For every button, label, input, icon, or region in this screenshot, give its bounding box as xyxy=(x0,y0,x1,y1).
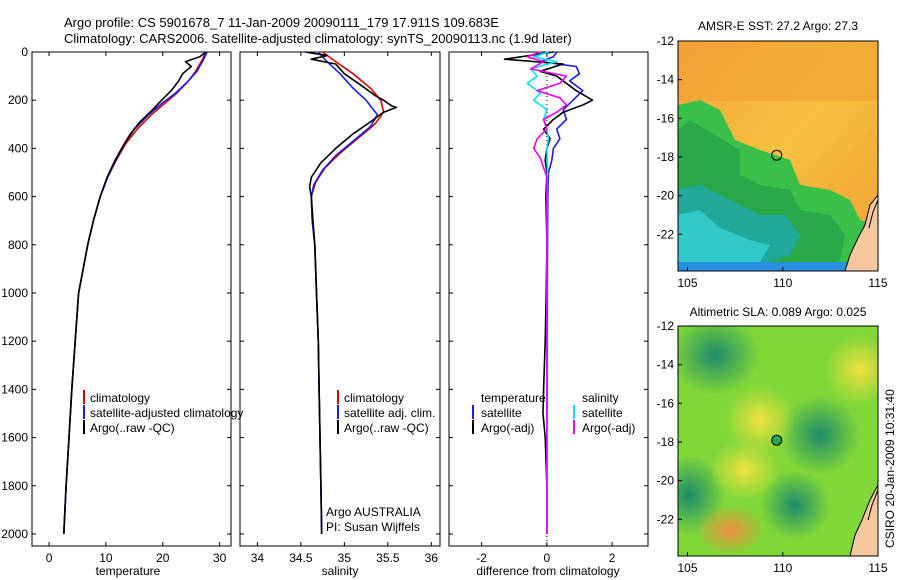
legend-sal-satellite: satellite xyxy=(582,406,623,420)
y-tick-label: -14 xyxy=(657,358,675,372)
y-tick-label: 2000 xyxy=(1,527,28,541)
legend-climatology: climatology xyxy=(344,391,404,405)
y-tick-label: 1200 xyxy=(1,334,28,348)
y-tick-label: 200 xyxy=(8,93,28,107)
sla-map-panel: Altimetric SLA: 0.089 Argo: 0.025 105 110… xyxy=(657,305,888,575)
y-tick-label: 1400 xyxy=(1,382,28,396)
legend-salinity-title: salinity xyxy=(582,391,619,405)
sst-map-image xyxy=(678,41,878,271)
series-line-salinity-argo-adj- xyxy=(526,51,568,534)
sst-map-panel: AMSR-E SST: 27.2 Argo: 27.3 105 110 115 -12… xyxy=(657,19,888,290)
series-line-argo xyxy=(305,51,398,535)
temperature-legend: climatology satellite-adjusted climatolo… xyxy=(83,390,243,435)
sla-map-image xyxy=(678,326,878,556)
y-tick-label: 1600 xyxy=(1,431,28,445)
difference-lines xyxy=(503,51,594,546)
legend-temperature-title: temperature xyxy=(481,391,546,405)
temperature-lines xyxy=(63,51,208,535)
x-tick-label: 30 xyxy=(213,551,227,565)
x-tick-label: 105 xyxy=(678,561,698,575)
x-tick-label: 2 xyxy=(609,551,616,565)
series-line-satellite xyxy=(63,51,208,535)
legend-sal-argo: Argo(-adj) xyxy=(582,421,635,435)
y-tick-label: -12 xyxy=(657,319,675,333)
y-tick-label: 400 xyxy=(8,141,28,155)
y-tick-label: -14 xyxy=(657,73,675,87)
salinity-lines xyxy=(305,51,398,535)
sst-map-ticks: 105 110 115 -12 -14 -16 -18 -20 -22 xyxy=(657,34,888,290)
legend-temp-satellite: satellite xyxy=(481,406,522,420)
title-line-2: Climatology: CARS2006. Satellite-adjuste… xyxy=(64,31,572,46)
y-tick-label: -12 xyxy=(657,34,675,48)
salinity-legend: climatology satellite adj. clim. Argo(..… xyxy=(337,390,435,435)
x-tick-label: 34 xyxy=(251,551,265,565)
x-tick-label: 10 xyxy=(99,551,113,565)
temperature-axes-box xyxy=(31,51,232,547)
temperature-panel: 0 10 20 30 0 200 400 600 800 1000 1200 1400 1600 1800… xyxy=(1,45,243,578)
x-tick-label: 115 xyxy=(868,276,887,290)
y-tick-label: 600 xyxy=(8,190,28,204)
y-tick-label: -16 xyxy=(657,111,675,125)
argo-position-marker xyxy=(771,434,783,446)
series-line-temperature-argo-adj- xyxy=(503,51,594,534)
annotation-pi: PI: Susan Wijffels xyxy=(326,520,420,534)
legend-satellite: satellite adj. clim. xyxy=(344,406,435,420)
x-tick-label: 115 xyxy=(868,561,887,575)
x-tick-label: 110 xyxy=(773,276,792,290)
y-tick-label: -22 xyxy=(657,512,675,526)
argo-position-marker xyxy=(771,149,783,161)
y-tick-label: -18 xyxy=(657,150,675,164)
y-tick-label: 1800 xyxy=(1,479,28,493)
series-line-salinity-satellite xyxy=(526,51,558,534)
x-tick-label: 0 xyxy=(46,551,53,565)
sla-map-title: Altimetric SLA: 0.089 Argo: 0.025 xyxy=(690,305,867,319)
salinity-axes-box xyxy=(239,51,441,547)
x-tick-label: 36 xyxy=(425,551,439,565)
legend-argo: Argo(..raw -QC) xyxy=(90,421,175,435)
temperature-ticks: 0 10 20 30 0 200 400 600 800 1000 1200 1400 1600 1800… xyxy=(1,45,231,565)
x-tick-label: 105 xyxy=(678,276,698,290)
difference-legend: temperature satellite Argo(-adj) salinit… xyxy=(472,391,635,435)
y-tick-label: -20 xyxy=(657,189,675,203)
csiro-timestamp: CSIRO 20-Jan-2009 10:31:40 xyxy=(883,389,897,548)
y-tick-label: -16 xyxy=(657,396,675,410)
sst-map-title: AMSR-E SST: 27.2 Argo: 27.3 xyxy=(698,19,858,33)
sla-map-frame xyxy=(677,325,879,557)
sst-map-frame xyxy=(677,40,879,272)
difference-xlabel: difference from climatology xyxy=(476,564,619,578)
legend-satellite: satellite-adjusted climatology xyxy=(90,406,243,420)
y-tick-label: -20 xyxy=(657,474,675,488)
y-tick-label: 800 xyxy=(8,238,28,252)
y-tick-label: 0 xyxy=(21,45,28,59)
sla-map-ticks: 105 110 115 -12 -14 -16 -18 -20 -22 xyxy=(657,319,888,575)
salinity-xlabel: salinity xyxy=(322,564,359,578)
title-line-1: Argo profile: CS 5901678_7 11-Jan-2009 2… xyxy=(64,15,499,30)
annotation-argo-australia: Argo AUSTRALIA xyxy=(326,505,421,519)
legend-temp-argo: Argo(-adj) xyxy=(481,421,534,435)
salinity-ticks: 34 34.5 35 35.5 36 xyxy=(240,51,440,565)
difference-ticks: -2 0 2 xyxy=(449,51,648,565)
y-tick-label: -22 xyxy=(657,227,675,241)
x-tick-label: 35 xyxy=(338,551,352,565)
x-tick-label: 20 xyxy=(156,551,170,565)
temperature-xlabel: temperature xyxy=(96,564,161,578)
x-tick-label: 0 xyxy=(544,551,551,565)
series-line-climatology xyxy=(63,51,207,535)
x-tick-label: 110 xyxy=(773,561,792,575)
x-tick-label: 35.5 xyxy=(376,551,400,565)
x-tick-label: -2 xyxy=(476,551,487,565)
y-tick-label: 1000 xyxy=(1,286,28,300)
difference-panel: -2 0 2 difference from climatology tempera… xyxy=(448,51,649,578)
difference-axes-box xyxy=(448,51,649,547)
series-line-argo xyxy=(63,51,207,535)
salinity-panel: 34 34.5 35 35.5 36 salinity climatology sate… xyxy=(239,51,441,578)
y-tick-label: -18 xyxy=(657,435,675,449)
legend-climatology: climatology xyxy=(90,391,150,405)
x-tick-label: 34.5 xyxy=(289,551,313,565)
legend-argo: Argo(..raw -QC) xyxy=(344,421,429,435)
